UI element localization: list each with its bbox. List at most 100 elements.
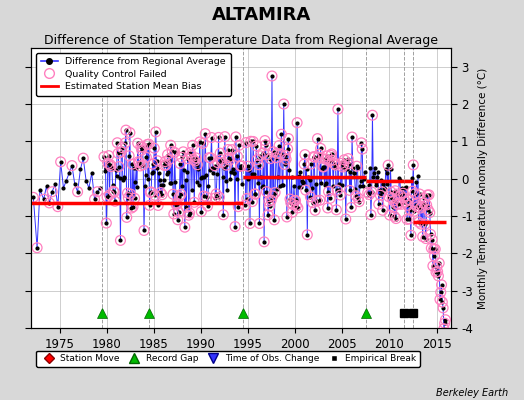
Point	[197, 208, 205, 215]
Point	[110, 189, 118, 196]
Point	[158, 192, 166, 198]
Point	[241, 202, 249, 208]
Point	[246, 220, 254, 227]
Point	[271, 189, 279, 196]
Point	[215, 194, 224, 200]
Point	[39, 196, 48, 202]
Point	[306, 194, 314, 200]
Point	[118, 144, 126, 151]
Point	[355, 198, 363, 205]
Point	[252, 191, 260, 197]
Point	[410, 208, 418, 214]
Point	[140, 227, 148, 234]
Point	[345, 161, 353, 167]
Point	[263, 152, 271, 158]
Point	[260, 239, 268, 245]
Point	[420, 195, 429, 201]
Point	[394, 201, 402, 207]
Point	[106, 162, 114, 168]
Point	[255, 220, 264, 227]
Point	[214, 160, 222, 166]
Point	[392, 215, 400, 222]
Point	[185, 210, 194, 216]
Point	[300, 161, 308, 167]
Point	[414, 219, 423, 225]
Point	[160, 162, 169, 169]
Point	[217, 156, 225, 163]
Point	[187, 152, 195, 159]
Point	[259, 150, 268, 156]
Point	[328, 157, 336, 164]
Point	[219, 212, 227, 218]
Point	[397, 201, 406, 208]
Point	[315, 151, 323, 158]
Point	[367, 212, 375, 218]
Point	[136, 163, 144, 169]
Point	[427, 231, 435, 238]
Point	[29, 194, 38, 200]
Point	[433, 264, 441, 270]
Point	[109, 188, 117, 194]
Point	[137, 147, 146, 154]
Point	[417, 221, 425, 227]
Point	[142, 154, 150, 160]
Point	[430, 253, 439, 259]
Point	[399, 190, 407, 196]
Point	[151, 129, 160, 135]
Title: Difference of Station Temperature Data from Regional Average: Difference of Station Temperature Data f…	[44, 34, 438, 47]
Point	[174, 209, 183, 216]
Point	[282, 214, 291, 220]
Point	[332, 207, 341, 213]
Point	[280, 161, 289, 168]
Point	[267, 197, 276, 204]
Point	[124, 194, 133, 201]
Point	[408, 188, 417, 194]
Point	[104, 152, 113, 159]
Point	[107, 163, 115, 170]
Point	[170, 149, 179, 156]
Point	[93, 188, 102, 195]
Point	[126, 130, 134, 136]
Point	[345, 187, 354, 194]
Point	[228, 146, 236, 153]
Point	[391, 188, 399, 194]
Point	[430, 246, 438, 252]
Point	[312, 198, 321, 204]
Point	[328, 151, 336, 157]
Point	[266, 156, 275, 162]
Point	[175, 194, 183, 200]
Point	[293, 205, 302, 211]
Point	[100, 154, 108, 160]
Point	[289, 202, 297, 208]
Point	[424, 206, 432, 213]
Point	[123, 190, 132, 196]
Point	[154, 202, 162, 209]
Point	[153, 158, 161, 164]
Point	[287, 200, 295, 206]
Point	[181, 224, 189, 230]
Point	[433, 268, 442, 275]
Point	[263, 188, 271, 195]
Point	[431, 246, 440, 252]
Point	[326, 152, 335, 159]
Point	[388, 195, 396, 202]
Point	[147, 189, 155, 195]
Point	[331, 162, 340, 168]
Point	[284, 135, 292, 142]
Point	[309, 154, 318, 160]
Point	[423, 192, 432, 198]
Point	[221, 134, 229, 140]
Point	[137, 144, 145, 150]
Text: Berkeley Earth: Berkeley Earth	[436, 388, 508, 398]
Point	[316, 145, 325, 152]
Point	[79, 155, 88, 161]
Point	[114, 150, 122, 156]
Point	[320, 164, 328, 170]
Point	[182, 204, 191, 210]
Point	[177, 191, 185, 198]
Point	[389, 204, 397, 211]
Point	[123, 214, 131, 220]
Point	[291, 197, 300, 204]
Point	[315, 197, 324, 203]
Point	[235, 142, 243, 148]
